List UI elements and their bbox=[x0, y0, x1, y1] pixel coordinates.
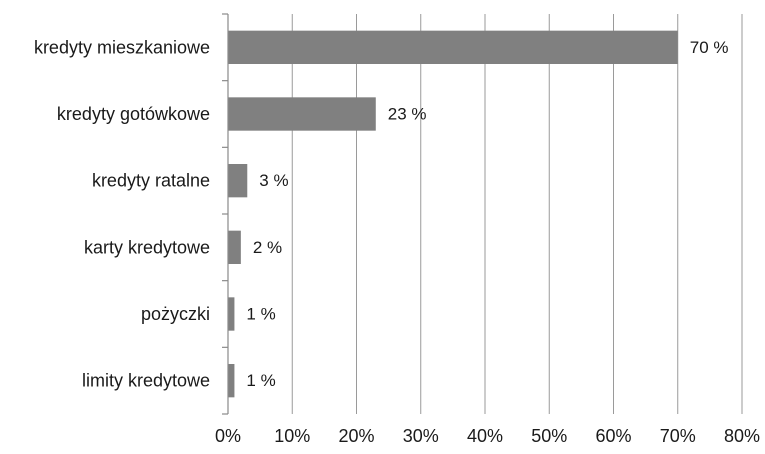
bar bbox=[228, 164, 248, 198]
bar bbox=[228, 30, 678, 65]
data-label: 23 % bbox=[388, 105, 427, 124]
bar bbox=[228, 230, 241, 264]
data-label: 3 % bbox=[259, 171, 288, 190]
x-tick-label: 40% bbox=[467, 426, 503, 446]
data-label: 2 % bbox=[253, 238, 282, 257]
bars bbox=[228, 30, 678, 398]
category-labels: kredyty mieszkaniowe kredyty gotówkowe kre… bbox=[34, 37, 210, 390]
bar bbox=[228, 97, 376, 131]
category-label: kredyty gotówkowe bbox=[57, 104, 210, 124]
x-tick-label: 0% bbox=[215, 426, 241, 446]
x-tick-label: 70% bbox=[660, 426, 696, 446]
x-tick-label: 50% bbox=[531, 426, 567, 446]
data-labels: 70 % 23 % 3 % 2 % 1 % 1 % bbox=[246, 38, 728, 390]
x-tick-label: 20% bbox=[338, 426, 374, 446]
data-label: 1 % bbox=[246, 305, 275, 324]
bar bbox=[228, 364, 235, 398]
data-label: 70 % bbox=[690, 38, 729, 57]
x-tick-label: 10% bbox=[274, 426, 310, 446]
category-label: limity kredytowe bbox=[82, 371, 210, 391]
category-label: pożyczki bbox=[141, 304, 210, 324]
x-tick-label: 60% bbox=[595, 426, 631, 446]
data-label: 1 % bbox=[246, 371, 275, 390]
bar bbox=[228, 297, 235, 331]
x-tick-label: 30% bbox=[403, 426, 439, 446]
x-tick-labels: 0% 10% 20% 30% 40% 50% 60% 70% 80% bbox=[215, 426, 760, 446]
x-tick-label: 80% bbox=[724, 426, 760, 446]
category-label: kredyty mieszkaniowe bbox=[34, 37, 210, 57]
gridlines bbox=[291, 14, 743, 414]
category-label: karty kredytowe bbox=[84, 237, 210, 257]
category-label: kredyty ratalne bbox=[92, 171, 210, 191]
axes bbox=[222, 13, 229, 415]
